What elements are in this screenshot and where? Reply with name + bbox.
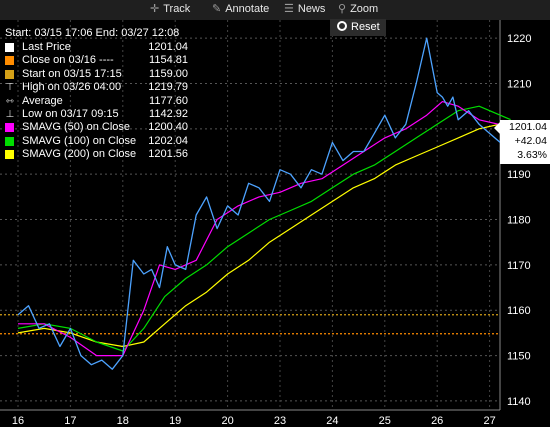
y-tick-label: 1190 [507, 169, 531, 181]
legend-row: ⊥ Low on 03/17 09:15 1142.92 [3, 108, 190, 121]
y-tick-label: 1170 [507, 260, 531, 272]
legend-value: 1142.92 [149, 107, 188, 120]
x-tick-label: 18 [117, 415, 129, 427]
legend-swatch [5, 123, 14, 133]
reset-radio-icon [337, 21, 347, 31]
reset-button[interactable]: Reset [330, 19, 386, 36]
legend-row: SMAVG (100) on Close 1202.04 [3, 135, 190, 148]
legend-value: 1202.04 [148, 134, 188, 147]
zoom-button[interactable]: ⚲ Zoom [338, 1, 378, 17]
legend-label: Start on 03/15 17:15 [22, 67, 122, 80]
legend-row: ⇿ Average 1177.60 [3, 95, 190, 108]
legend-value: 1200.40 [148, 121, 188, 134]
x-tick-label: 17 [64, 415, 76, 427]
reset-label: Reset [351, 21, 380, 33]
x-tick-label: 20 [221, 415, 233, 427]
news-button[interactable]: ☰ News [284, 1, 325, 17]
magnifier-icon: ⚲ [338, 3, 347, 15]
average-marker-icon: ⇿ [5, 95, 15, 107]
x-tick-label: 25 [379, 415, 391, 427]
list-icon: ☰ [284, 3, 294, 15]
zoom-label: Zoom [350, 3, 379, 15]
legend-swatch [5, 56, 14, 66]
legend-label: High on 03/26 04:00 [22, 81, 122, 94]
legend-value: 1177.60 [149, 94, 188, 107]
legend-value: 1159.00 [149, 67, 188, 80]
last-price-value: 1201.04 [509, 121, 547, 133]
news-label: News [297, 3, 326, 15]
high-marker-icon: ⊤ [5, 82, 15, 94]
legend-row: Last Price 1201.04 [3, 41, 190, 54]
legend-label: Close on 03/16 ---- [22, 54, 114, 67]
pencil-icon: ✎ [212, 3, 222, 15]
legend-swatch [5, 43, 14, 52]
legend-value: 1219.79 [148, 81, 188, 94]
low-marker-icon: ⊥ [5, 108, 15, 120]
last-price-tag: 1201.04 +42.04 3.63% [494, 120, 550, 164]
y-tick-label: 1180 [507, 215, 531, 227]
legend-row: ⊤ High on 03/26 04:00 1219.79 [3, 81, 190, 94]
track-label: Track [163, 3, 191, 15]
legend-row: Close on 03/16 ---- 1154.81 [3, 54, 190, 67]
date-range-text: Start: 03/15 17:06 End: 03/27 12:08 [5, 27, 180, 39]
legend-row: SMAVG (200) on Close 1201.56 [3, 148, 190, 161]
legend-label: SMAVG (50) on Close [22, 121, 131, 134]
legend-swatch [5, 136, 14, 146]
x-tick-label: 24 [326, 415, 338, 427]
legend-value: 1201.04 [148, 41, 188, 53]
legend-swatch [5, 69, 14, 79]
annotate-button[interactable]: ✎ Annotate [212, 1, 269, 17]
y-tick-label: 1140 [507, 396, 531, 408]
annotate-label: Annotate [225, 3, 270, 15]
crosshair-icon: ✛ [150, 3, 160, 15]
legend-swatch [5, 150, 14, 160]
x-tick-label: 23 [274, 415, 286, 427]
track-button[interactable]: ✛ Track [150, 1, 190, 17]
legend-label: SMAVG (100) on Close [22, 134, 137, 147]
x-tick-label: 16 [12, 415, 24, 427]
legend: Last Price 1201.04 Close on 03/16 ---- 1154… [3, 41, 190, 162]
legend-label: SMAVG (200) on Close [22, 148, 137, 161]
last-price-change: +42.04 [514, 135, 547, 147]
series-line [17, 37, 512, 370]
series-line [17, 121, 511, 348]
y-tick-label: 1220 [507, 33, 531, 45]
series-line [18, 100, 511, 357]
legend-value: 1201.56 [148, 148, 188, 161]
legend-label: Average [22, 94, 63, 107]
x-tick-label: 26 [431, 415, 443, 427]
x-tick-label: 27 [483, 415, 495, 427]
y-tick-label: 1210 [507, 78, 531, 90]
legend-row: Start on 03/15 17:15 1159.00 [3, 68, 190, 81]
legend-value: 1154.81 [149, 54, 188, 67]
series-line [17, 105, 511, 352]
x-tick-label: 19 [169, 415, 181, 427]
y-tick-label: 1160 [507, 305, 531, 317]
last-price-percent: 3.63% [517, 149, 547, 161]
legend-label: Low on 03/17 09:15 [22, 107, 119, 120]
legend-label: Last Price [22, 41, 71, 53]
y-tick-label: 1150 [507, 351, 531, 363]
legend-row: SMAVG (50) on Close 1200.40 [3, 121, 190, 134]
chart-toolbar: ✛ Track ✎ Annotate ☰ News ⚲ Zoom [0, 0, 550, 20]
